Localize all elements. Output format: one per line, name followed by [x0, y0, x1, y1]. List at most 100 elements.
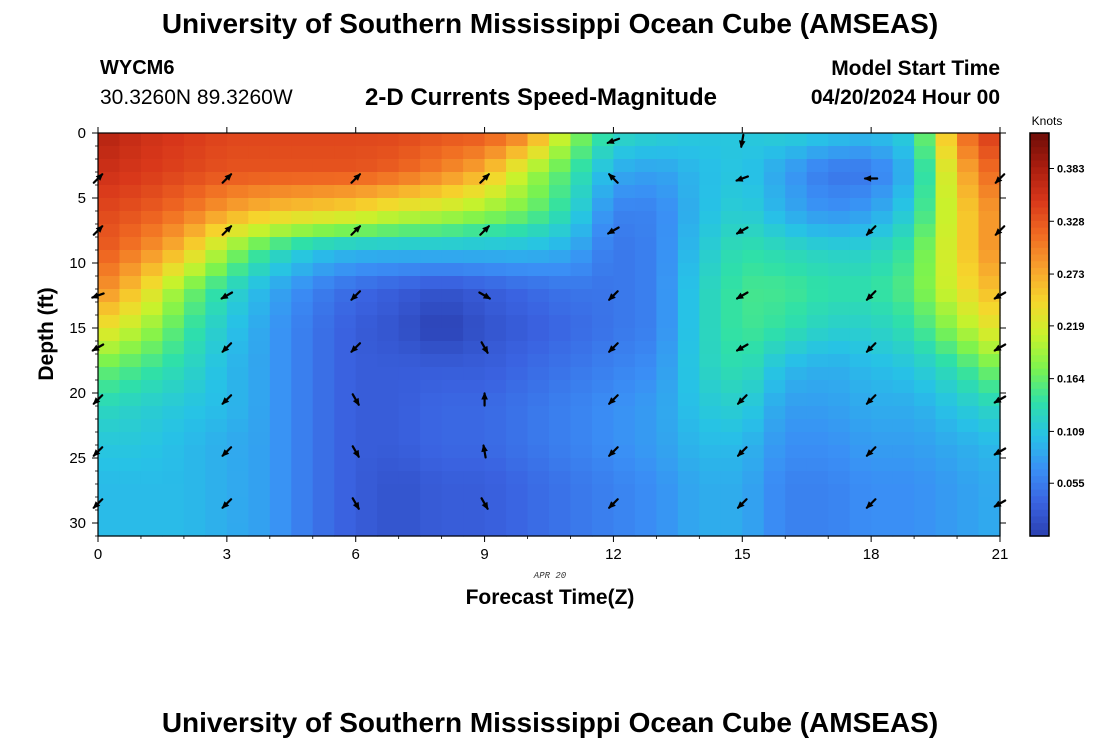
heatmap-cell: [441, 315, 464, 329]
heatmap-cell: [634, 237, 657, 251]
heatmap-cell: [871, 328, 894, 342]
heatmap-cell: [742, 250, 765, 264]
heatmap-cell: [549, 250, 572, 264]
heatmap-cell: [441, 406, 464, 420]
heatmap-cell: [892, 328, 915, 342]
heatmap-cell: [441, 432, 464, 446]
current-vector: [479, 225, 490, 236]
heatmap-cell: [248, 237, 271, 251]
heatmap-cell: [119, 250, 142, 264]
heatmap-cell: [978, 432, 1001, 446]
heatmap-cell: [162, 315, 185, 329]
heatmap-cell: [420, 523, 443, 537]
heatmap-cell: [978, 406, 1001, 420]
heatmap-cell: [484, 419, 507, 433]
heatmap-cell: [763, 211, 786, 225]
heatmap-cell: [935, 185, 958, 199]
heatmap-cell: [248, 133, 271, 147]
heatmap-cell: [98, 250, 121, 264]
heatmap-cell: [828, 328, 851, 342]
heatmap-cell: [484, 458, 507, 472]
colorbar-segment: [1030, 448, 1049, 456]
heatmap-cell: [978, 159, 1001, 173]
heatmap-cell: [226, 237, 249, 251]
heatmap-cell: [527, 523, 550, 537]
heatmap-cell: [978, 458, 1001, 472]
heatmap-cell: [699, 159, 722, 173]
heatmap-cell: [763, 315, 786, 329]
heatmap-cell: [527, 510, 550, 524]
heatmap-cell: [699, 510, 722, 524]
heatmap-cell: [463, 263, 486, 277]
heatmap-cell: [269, 237, 292, 251]
current-vector: [221, 342, 233, 353]
heatmap-cell: [398, 146, 421, 160]
heatmap-cell: [420, 276, 443, 290]
heatmap-cell: [957, 367, 980, 381]
heatmap-cell: [935, 354, 958, 368]
heatmap-cell: [506, 289, 529, 303]
heatmap-cell: [226, 276, 249, 290]
heatmap-cell: [291, 497, 314, 511]
heatmap-cell: [613, 497, 636, 511]
heatmap-cell: [849, 328, 872, 342]
heatmap-cell: [183, 315, 206, 329]
heatmap-cell: [935, 237, 958, 251]
heatmap-cell: [355, 510, 378, 524]
heatmap-cell: [377, 471, 400, 485]
heatmap-cell: [892, 341, 915, 355]
heatmap-cell: [506, 380, 529, 394]
heatmap-cell: [377, 510, 400, 524]
heatmap-cell: [785, 302, 808, 316]
heatmap-cell: [699, 263, 722, 277]
heatmap-cell: [119, 497, 142, 511]
heatmap-cell: [549, 289, 572, 303]
vector-head: [735, 175, 744, 182]
heatmap-cell: [162, 484, 185, 498]
heatmap-cell: [398, 172, 421, 186]
heatmap-cell: [398, 133, 421, 147]
heatmap-cell: [763, 432, 786, 446]
heatmap-cell: [978, 302, 1001, 316]
colorbar-segment: [1030, 408, 1049, 416]
heatmap-cell: [291, 146, 314, 160]
heatmap-cell: [377, 276, 400, 290]
heatmap-cell: [613, 172, 636, 186]
heatmap-cell: [527, 159, 550, 173]
heatmap-cell: [226, 159, 249, 173]
colorbar-segment: [1030, 233, 1049, 242]
heatmap-cell: [484, 393, 507, 407]
heatmap-cell: [892, 471, 915, 485]
heatmap-cell: [312, 484, 335, 498]
heatmap-cell: [441, 172, 464, 186]
heatmap-cell: [914, 458, 937, 472]
heatmap-cell: [334, 172, 357, 186]
current-vector: [865, 225, 877, 236]
vector-head: [91, 292, 100, 299]
heatmap-cell: [763, 146, 786, 160]
heatmap-cell: [226, 289, 249, 303]
heatmap-cell: [914, 510, 937, 524]
heatmap-cell: [871, 367, 894, 381]
heatmap-cell: [591, 419, 615, 433]
heatmap-cell: [312, 471, 335, 485]
heatmap-cell: [441, 289, 464, 303]
heatmap-cell: [806, 354, 829, 368]
heatmap-cell: [699, 224, 722, 238]
heatmap-cell: [892, 445, 915, 459]
heatmap-cell: [677, 523, 700, 537]
heatmap-cell: [806, 302, 829, 316]
heatmap-cell: [98, 276, 121, 290]
heatmap-cell: [312, 497, 335, 511]
heatmap-cell: [785, 510, 808, 524]
heatmap-cell: [248, 146, 271, 160]
heatmap-cell: [613, 393, 636, 407]
heatmap-cell: [377, 198, 400, 212]
heatmap-cell: [634, 510, 657, 524]
heatmap-cell: [849, 458, 872, 472]
current-vector: [736, 446, 748, 457]
heatmap-cell: [720, 315, 743, 329]
heatmap-cell: [119, 185, 142, 199]
heatmap-cell: [957, 133, 980, 147]
heatmap-cell: [978, 510, 1001, 524]
